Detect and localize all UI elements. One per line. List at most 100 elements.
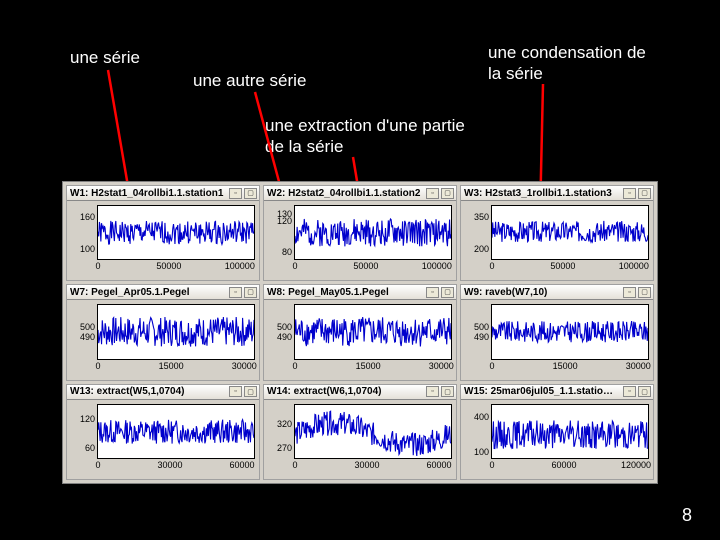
label-cond: une condensation de la série	[488, 42, 658, 85]
ytick: 120	[80, 414, 95, 424]
ytick: 320	[277, 419, 292, 429]
xtick: 50000	[550, 261, 575, 271]
series-line	[98, 405, 254, 458]
plot-inner: 13012080050000100000	[294, 205, 452, 260]
plot-area: 13012080050000100000	[264, 201, 456, 280]
ytick: 490	[474, 332, 489, 342]
panel-title-text: W1: H2stat1_04rollbi1.1.station1	[67, 188, 229, 199]
panel-titlebar: W9: raveb(W7,10)▫▢	[461, 285, 653, 300]
panel-title-text: W8: Pegel_May05.1.Pegel	[264, 287, 426, 298]
xtick: 0	[95, 261, 100, 271]
plot-inner: 1206003000060000	[97, 404, 255, 459]
panel-restore-button[interactable]: ▫	[623, 386, 636, 397]
panel-title-text: W9: raveb(W7,10)	[461, 287, 623, 298]
xtick: 100000	[225, 261, 255, 271]
panel-titlebar: W1: H2stat1_04rollbi1.1.station1▫▢	[67, 186, 259, 201]
ytick: 490	[80, 332, 95, 342]
plot-area: 50049001500030000	[67, 300, 259, 379]
panel-title-text: W14: extract(W6,1,0704)	[264, 386, 426, 397]
xtick: 0	[489, 361, 494, 371]
xtick: 0	[95, 460, 100, 470]
panel-restore-button[interactable]: ▫	[426, 386, 439, 397]
xtick: 60000	[229, 460, 254, 470]
xtick: 0	[489, 261, 494, 271]
xtick: 0	[292, 460, 297, 470]
ytick: 200	[474, 244, 489, 254]
panel-max-button[interactable]: ▢	[638, 287, 651, 298]
label-extr: une extraction d'une partie de la série	[265, 115, 465, 158]
panel-max-button[interactable]: ▢	[244, 287, 257, 298]
ytick: 490	[277, 332, 292, 342]
ytick: 100	[474, 447, 489, 457]
panel-max-button[interactable]: ▢	[638, 386, 651, 397]
panel-titlebar: W8: Pegel_May05.1.Pegel▫▢	[264, 285, 456, 300]
page-number: 8	[682, 505, 692, 526]
panel-max-button[interactable]: ▢	[441, 188, 454, 199]
panel-restore-button[interactable]: ▫	[426, 188, 439, 199]
series-line	[295, 405, 451, 458]
ytick: 80	[282, 247, 292, 257]
ytick: 270	[277, 443, 292, 453]
ytick: 500	[277, 322, 292, 332]
series-line	[98, 305, 254, 358]
chart-panel: W8: Pegel_May05.1.Pegel▫▢ 500490 0 15000 300…	[263, 284, 457, 380]
chart-panel: W9: raveb(W7,10)▫▢ 500490 0 15000 30000	[460, 284, 654, 380]
panel-max-button[interactable]: ▢	[244, 386, 257, 397]
panel-title-text: W13: extract(W5,1,0704)	[67, 386, 229, 397]
panel-titlebar: W2: H2stat2_04rollbi1.1.station2▫▢	[264, 186, 456, 201]
plot-area: 500490 0 15000 30000	[461, 300, 653, 379]
xtick: 30000	[429, 361, 454, 371]
panel-restore-button[interactable]: ▫	[229, 188, 242, 199]
plot-inner: 400100060000120000	[491, 404, 649, 459]
plot-inner: 32027003000060000	[294, 404, 452, 459]
panel-title-text: W7: Pegel_Apr05.1.Pegel	[67, 287, 229, 298]
xtick: 15000	[356, 361, 381, 371]
plot-area: 120 600 30000 60000	[67, 400, 259, 479]
xtick: 30000	[157, 460, 182, 470]
panel-title-text: W15: 25mar06jul05_1.1.statio…	[461, 386, 623, 397]
panel-titlebar: W14: extract(W6,1,0704)▫▢	[264, 385, 456, 400]
plot-inner: 350200050000100000	[491, 205, 649, 260]
ytick: 120	[277, 216, 292, 226]
ytick: 350	[474, 212, 489, 222]
plot-area: 32027003000060000	[264, 400, 456, 479]
slide: une série une autre série une condensati…	[0, 0, 720, 540]
label-serie: une série	[70, 47, 140, 68]
ytick: 60	[85, 443, 95, 453]
panel-max-button[interactable]: ▢	[441, 287, 454, 298]
series-line	[295, 305, 451, 358]
xtick: 100000	[619, 261, 649, 271]
panel-title-text: W2: H2stat2_04rollbi1.1.station2	[264, 188, 426, 199]
series-line	[295, 206, 451, 259]
xtick: 50000	[353, 261, 378, 271]
panel-title-text: W3: H2stat3_1rollbi1.1.station3	[461, 188, 623, 199]
xtick: 60000	[551, 460, 576, 470]
panel-max-button[interactable]: ▢	[638, 188, 651, 199]
panel-restore-button[interactable]: ▫	[229, 287, 242, 298]
xtick: 120000	[621, 460, 651, 470]
series-line	[492, 305, 648, 358]
panel-max-button[interactable]: ▢	[441, 386, 454, 397]
ytick: 100	[80, 244, 95, 254]
xtick: 100000	[422, 261, 452, 271]
chart-panel: W14: extract(W6,1,0704)▫▢ 320270030000600…	[263, 384, 457, 480]
panel-restore-button[interactable]: ▫	[426, 287, 439, 298]
ytick: 500	[474, 322, 489, 332]
xtick: 0	[292, 261, 297, 271]
chart-panel: W13: extract(W5,1,0704)▫▢ 120 600 30000 6000…	[66, 384, 260, 480]
xtick: 30000	[626, 361, 651, 371]
panel-restore-button[interactable]: ▫	[623, 188, 636, 199]
xtick: 15000	[553, 361, 578, 371]
panel-restore-button[interactable]: ▫	[623, 287, 636, 298]
plot-area: 500490 0 15000 30000	[264, 300, 456, 379]
xtick: 0	[292, 361, 297, 371]
panel-restore-button[interactable]: ▫	[229, 386, 242, 397]
xtick: 30000	[232, 361, 257, 371]
xtick: 0	[95, 361, 100, 371]
label-autre: une autre série	[193, 70, 306, 91]
ytick: 400	[474, 412, 489, 422]
panel-max-button[interactable]: ▢	[244, 188, 257, 199]
plot-inner: 160100050000100000	[97, 205, 255, 260]
panel-titlebar: W15: 25mar06jul05_1.1.statio…▫▢	[461, 385, 653, 400]
xtick: 60000	[426, 460, 451, 470]
